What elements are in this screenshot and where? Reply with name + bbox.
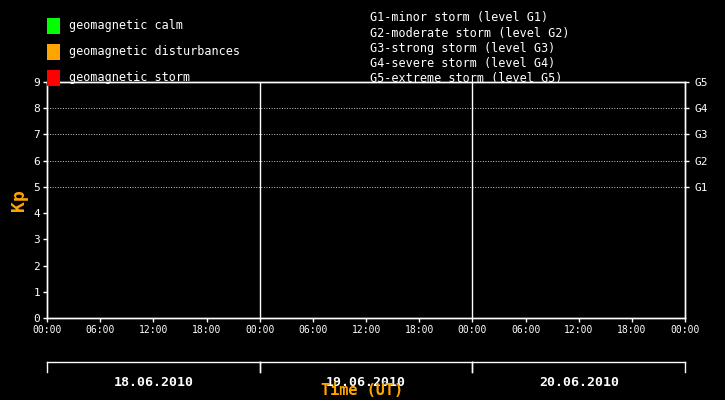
Text: G2-moderate storm (level G2): G2-moderate storm (level G2) [370,27,569,40]
Text: 19.06.2010: 19.06.2010 [326,376,406,389]
Y-axis label: Kp: Kp [10,189,28,211]
Text: geomagnetic disturbances: geomagnetic disturbances [69,46,240,58]
Text: G3-strong storm (level G3): G3-strong storm (level G3) [370,42,555,55]
Text: geomagnetic calm: geomagnetic calm [69,20,183,32]
Text: Time (UT): Time (UT) [321,383,404,398]
Text: G1-minor storm (level G1): G1-minor storm (level G1) [370,12,548,24]
Text: 18.06.2010: 18.06.2010 [113,376,194,389]
Text: G5-extreme storm (level G5): G5-extreme storm (level G5) [370,72,562,85]
Text: G4-severe storm (level G4): G4-severe storm (level G4) [370,57,555,70]
Text: 20.06.2010: 20.06.2010 [539,376,619,389]
Text: geomagnetic storm: geomagnetic storm [69,72,190,84]
